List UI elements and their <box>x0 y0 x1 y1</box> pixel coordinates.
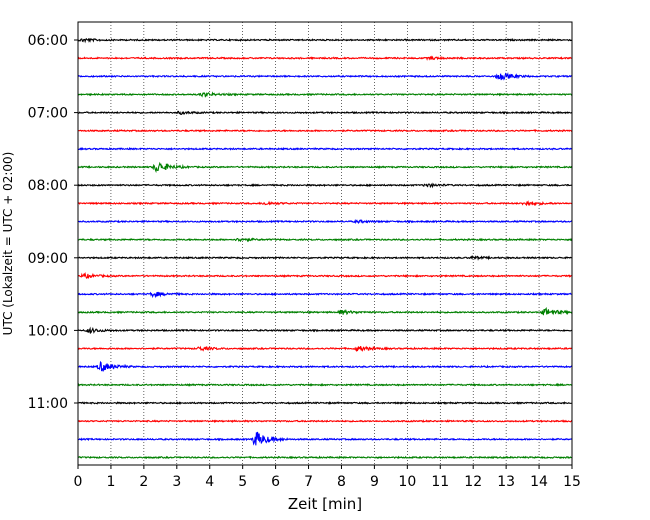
trace-1045 <box>77 382 573 387</box>
x-tick-label: 3 <box>172 474 181 490</box>
x-tick-label: 8 <box>337 474 346 490</box>
trace-0700 <box>77 110 573 115</box>
trace-0830 <box>77 218 573 225</box>
x-tick-label: 9 <box>370 474 379 490</box>
trace-0845 <box>77 237 573 243</box>
x-axis-ticks: 0 1 2 3 4 5 6 7 8 9 10 11 12 13 14 15 <box>74 465 581 490</box>
x-tick-label: 5 <box>238 474 247 490</box>
x-tick-label: 0 <box>74 474 83 490</box>
y-tick-label: 08:00 <box>28 178 68 194</box>
trace-0645 <box>77 91 573 98</box>
trace-0945 <box>77 307 573 316</box>
x-tick-label: 12 <box>464 474 482 490</box>
x-tick-label: 11 <box>431 474 449 490</box>
x-tick-label: 14 <box>530 474 548 490</box>
trace-1130 <box>77 431 573 446</box>
trace-0930 <box>77 291 573 299</box>
trace-1100 <box>77 401 573 405</box>
trace-1145 <box>77 455 573 460</box>
plot-frame <box>77 21 573 466</box>
y-tick-label: 09:00 <box>28 251 68 267</box>
trace-0715 <box>77 128 573 133</box>
x-tick-label: 13 <box>497 474 515 490</box>
trace-0915 <box>77 271 573 280</box>
trace-0745 <box>77 161 573 174</box>
x-tick-label: 4 <box>205 474 214 490</box>
trace-1030 <box>77 360 573 372</box>
trace-0900 <box>77 255 573 261</box>
trace-1015 <box>77 345 573 352</box>
trace-1000 <box>77 326 573 335</box>
trace-0815 <box>77 200 573 207</box>
x-tick-label: 15 <box>563 474 581 490</box>
x-tick-label: 6 <box>271 474 280 490</box>
x-tick-label: 7 <box>304 474 313 490</box>
y-tick-label: 07:00 <box>28 106 68 122</box>
x-tick-label: 10 <box>398 474 416 490</box>
y-axis-label: UTC (Lokalzeit = UTC + 02:00) <box>1 152 15 336</box>
y-tick-label: 10:00 <box>28 323 68 339</box>
trace-0600 <box>77 37 573 44</box>
trace-0800 <box>77 182 573 189</box>
grid-lines <box>77 22 573 465</box>
y-axis-ticks: 06:00 07:00 08:00 09:00 10:00 11:00 <box>28 33 78 412</box>
trace-0630 <box>77 72 573 81</box>
x-tick-label: 2 <box>139 474 148 490</box>
y-tick-label: 06:00 <box>28 33 68 49</box>
trace-1115 <box>77 419 573 424</box>
y-tick-label: 11:00 <box>28 396 68 412</box>
x-axis-label: Zeit [min] <box>288 495 362 513</box>
trace-0615 <box>77 55 573 61</box>
seismic-traces <box>77 37 573 460</box>
x-tick-label: 1 <box>106 474 115 490</box>
trace-0730 <box>77 146 573 151</box>
